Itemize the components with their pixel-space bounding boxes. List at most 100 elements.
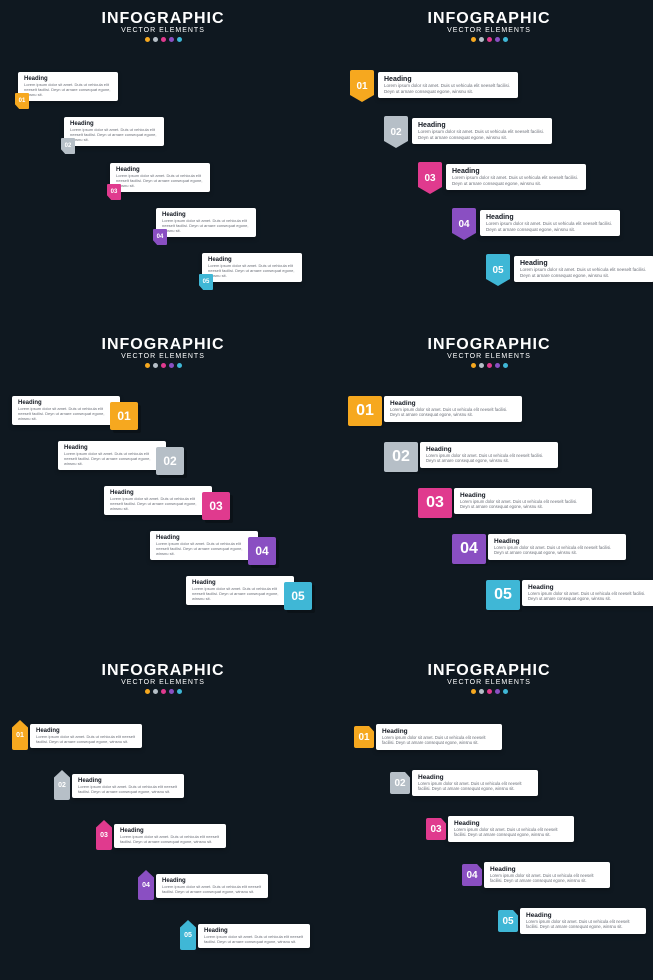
step-body: Lorem ipsum dolor sit amet. Duis ut vehi…	[120, 834, 220, 844]
step-card: HeadingLorem ipsum dolor sit amet. Duis …	[488, 534, 626, 560]
step-number-badge: 03	[418, 162, 442, 194]
step-card: HeadingLorem ipsum dolor sit amet. Duis …	[412, 118, 552, 144]
step: HeadingLorem ipsum dolor sit amet. Duis …	[454, 488, 592, 514]
panel-title: INFOGRAPHIC	[0, 336, 326, 354]
step-number: 05	[203, 279, 210, 285]
step-number: 04	[157, 234, 164, 240]
step: HeadingLorem ipsum dolor sit amet. Duis …	[520, 908, 646, 934]
dot-icon	[495, 363, 500, 368]
step-card: HeadingLorem ipsum dolor sit amet. Duis …	[378, 72, 518, 98]
step-number-badge: 05	[498, 910, 518, 932]
step-heading: Heading	[382, 728, 496, 735]
dot-icon	[471, 363, 476, 368]
panel-title: INFOGRAPHIC	[0, 662, 326, 680]
step-number: 05	[184, 932, 192, 939]
step-number: 01	[16, 732, 24, 739]
step: HeadingLorem ipsum dolor sit amet. Duis …	[376, 724, 502, 750]
dot-icon	[161, 37, 166, 42]
step-body: Lorem ipsum dolor sit amet. Duis ut vehi…	[494, 545, 620, 556]
panel-subtitle: VECTOR ELEMENTS	[0, 27, 326, 34]
step-number-badge: 04	[248, 537, 276, 565]
dot-icon	[177, 37, 182, 42]
step-number: 04	[255, 544, 268, 558]
step-number: 02	[58, 782, 66, 789]
panel-title-block: INFOGRAPHICVECTOR ELEMENTS	[326, 662, 652, 694]
step-heading: Heading	[486, 214, 614, 221]
step-card: HeadingLorem ipsum dolor sit amet. Duis …	[484, 862, 610, 888]
infographic-panel-e: INFOGRAPHICVECTOR ELEMENTSHeadingLorem i…	[0, 662, 326, 962]
step: HeadingLorem ipsum dolor sit amet. Duis …	[514, 256, 653, 282]
step-body: Lorem ipsum dolor sit amet. Duis ut vehi…	[24, 82, 112, 97]
step: HeadingLorem ipsum dolor sit amet. Duis …	[484, 862, 610, 888]
panel-dots	[0, 363, 326, 368]
step-number: 03	[430, 824, 441, 835]
panel-title-block: INFOGRAPHICVECTOR ELEMENTS	[326, 336, 652, 368]
step-number: 04	[142, 882, 150, 889]
step: HeadingLorem ipsum dolor sit amet. Duis …	[186, 576, 294, 605]
infographic-panel-f: INFOGRAPHICVECTOR ELEMENTSHeadingLorem i…	[326, 662, 652, 962]
dot-icon	[177, 363, 182, 368]
step-number-badge: 01	[354, 726, 374, 748]
step-number: 04	[458, 219, 469, 230]
step-body: Lorem ipsum dolor sit amet. Duis ut vehi…	[110, 496, 206, 511]
step-card: HeadingLorem ipsum dolor sit amet. Duis …	[448, 816, 574, 842]
step-body: Lorem ipsum dolor sit amet. Duis ut vehi…	[70, 127, 158, 142]
step-heading: Heading	[452, 168, 580, 175]
step-number: 01	[358, 732, 369, 743]
step-heading: Heading	[426, 446, 552, 453]
step: HeadingLorem ipsum dolor sit amet. Duis …	[72, 774, 184, 798]
step: HeadingLorem ipsum dolor sit amet. Duis …	[12, 396, 120, 425]
step-body: Lorem ipsum dolor sit amet. Duis ut vehi…	[384, 83, 512, 94]
step-number: 01	[19, 98, 26, 104]
step-number-badge: 04	[153, 229, 167, 245]
step-body: Lorem ipsum dolor sit amet. Duis ut vehi…	[116, 173, 204, 188]
step-number: 02	[392, 448, 410, 466]
dot-icon	[479, 37, 484, 42]
step-card: HeadingLorem ipsum dolor sit amet. Duis …	[202, 253, 302, 282]
step-heading: Heading	[526, 912, 640, 919]
step-card: HeadingLorem ipsum dolor sit amet. Duis …	[454, 488, 592, 514]
panel-title: INFOGRAPHIC	[326, 10, 652, 28]
step-card: HeadingLorem ipsum dolor sit amet. Duis …	[72, 774, 184, 798]
step-body: Lorem ipsum dolor sit amet. Duis ut vehi…	[382, 735, 496, 746]
step-body: Lorem ipsum dolor sit amet. Duis ut vehi…	[528, 591, 653, 602]
step-heading: Heading	[494, 538, 620, 545]
panel-title: INFOGRAPHIC	[326, 662, 652, 680]
step-heading: Heading	[418, 122, 546, 129]
step: HeadingLorem ipsum dolor sit amet. Duis …	[384, 396, 522, 422]
infographic-panel-b: INFOGRAPHICVECTOR ELEMENTSHeadingLorem i…	[326, 10, 652, 310]
step-card: HeadingLorem ipsum dolor sit amet. Duis …	[110, 163, 210, 192]
step-number: 02	[163, 454, 176, 468]
step-number: 01	[356, 402, 374, 420]
panel-title-block: INFOGRAPHICVECTOR ELEMENTS	[0, 10, 326, 42]
step: HeadingLorem ipsum dolor sit amet. Duis …	[412, 770, 538, 796]
step: HeadingLorem ipsum dolor sit amet. Duis …	[104, 486, 212, 515]
step-number-badge: 02	[54, 770, 70, 800]
dot-icon	[153, 363, 158, 368]
step-card: HeadingLorem ipsum dolor sit amet. Duis …	[514, 256, 653, 282]
step-body: Lorem ipsum dolor sit amet. Duis ut vehi…	[78, 784, 178, 794]
step-card: HeadingLorem ipsum dolor sit amet. Duis …	[198, 924, 310, 948]
panel-subtitle: VECTOR ELEMENTS	[326, 27, 652, 34]
step: HeadingLorem ipsum dolor sit amet. Duis …	[110, 163, 210, 192]
step: HeadingLorem ipsum dolor sit amet. Duis …	[198, 924, 310, 948]
step-number: 03	[426, 494, 444, 512]
dot-icon	[487, 37, 492, 42]
step-body: Lorem ipsum dolor sit amet. Duis ut vehi…	[192, 586, 288, 601]
step-number-badge: 05	[284, 582, 312, 610]
step-body: Lorem ipsum dolor sit amet. Duis ut vehi…	[64, 451, 160, 466]
step-body: Lorem ipsum dolor sit amet. Duis ut vehi…	[156, 541, 252, 556]
dot-icon	[145, 363, 150, 368]
step: HeadingLorem ipsum dolor sit amet. Duis …	[378, 72, 518, 98]
step: HeadingLorem ipsum dolor sit amet. Duis …	[64, 117, 164, 146]
step: HeadingLorem ipsum dolor sit amet. Duis …	[18, 72, 118, 101]
step-card: HeadingLorem ipsum dolor sit amet. Duis …	[104, 486, 212, 515]
step-card: HeadingLorem ipsum dolor sit amet. Duis …	[520, 908, 646, 934]
step-number-badge: 04	[452, 208, 476, 240]
dot-icon	[495, 37, 500, 42]
step-number-badge: 05	[486, 254, 510, 286]
step-card: HeadingLorem ipsum dolor sit amet. Duis …	[186, 576, 294, 605]
step-card: HeadingLorem ipsum dolor sit amet. Duis …	[156, 874, 268, 898]
step-card: HeadingLorem ipsum dolor sit amet. Duis …	[522, 580, 653, 606]
step-number: 04	[460, 540, 478, 558]
